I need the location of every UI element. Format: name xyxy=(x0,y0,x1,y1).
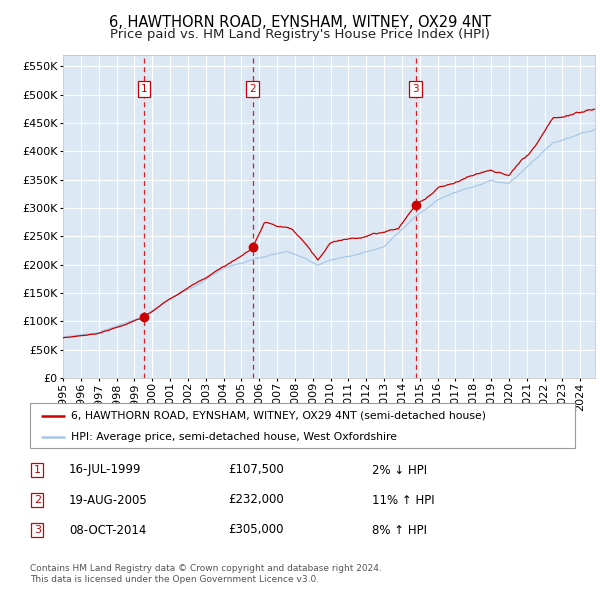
Text: 8% ↑ HPI: 8% ↑ HPI xyxy=(372,523,427,536)
Text: 3: 3 xyxy=(412,84,419,94)
Text: 08-OCT-2014: 08-OCT-2014 xyxy=(69,523,146,536)
Text: 11% ↑ HPI: 11% ↑ HPI xyxy=(372,493,434,506)
FancyBboxPatch shape xyxy=(30,403,575,448)
Text: £305,000: £305,000 xyxy=(228,523,284,536)
Text: 19-AUG-2005: 19-AUG-2005 xyxy=(69,493,148,506)
Text: £232,000: £232,000 xyxy=(228,493,284,506)
Text: Contains HM Land Registry data © Crown copyright and database right 2024.: Contains HM Land Registry data © Crown c… xyxy=(30,565,382,573)
Text: HPI: Average price, semi-detached house, West Oxfordshire: HPI: Average price, semi-detached house,… xyxy=(71,432,397,442)
Text: 3: 3 xyxy=(34,525,41,535)
Text: 1: 1 xyxy=(140,84,147,94)
Text: Price paid vs. HM Land Registry's House Price Index (HPI): Price paid vs. HM Land Registry's House … xyxy=(110,28,490,41)
Text: £107,500: £107,500 xyxy=(228,464,284,477)
Text: 6, HAWTHORN ROAD, EYNSHAM, WITNEY, OX29 4NT: 6, HAWTHORN ROAD, EYNSHAM, WITNEY, OX29 … xyxy=(109,15,491,30)
Text: 16-JUL-1999: 16-JUL-1999 xyxy=(69,464,142,477)
Text: 1: 1 xyxy=(34,465,41,475)
Text: 2% ↓ HPI: 2% ↓ HPI xyxy=(372,464,427,477)
Text: 6, HAWTHORN ROAD, EYNSHAM, WITNEY, OX29 4NT (semi-detached house): 6, HAWTHORN ROAD, EYNSHAM, WITNEY, OX29 … xyxy=(71,411,486,421)
Text: 2: 2 xyxy=(249,84,256,94)
Text: This data is licensed under the Open Government Licence v3.0.: This data is licensed under the Open Gov… xyxy=(30,575,319,584)
Text: 2: 2 xyxy=(34,495,41,505)
